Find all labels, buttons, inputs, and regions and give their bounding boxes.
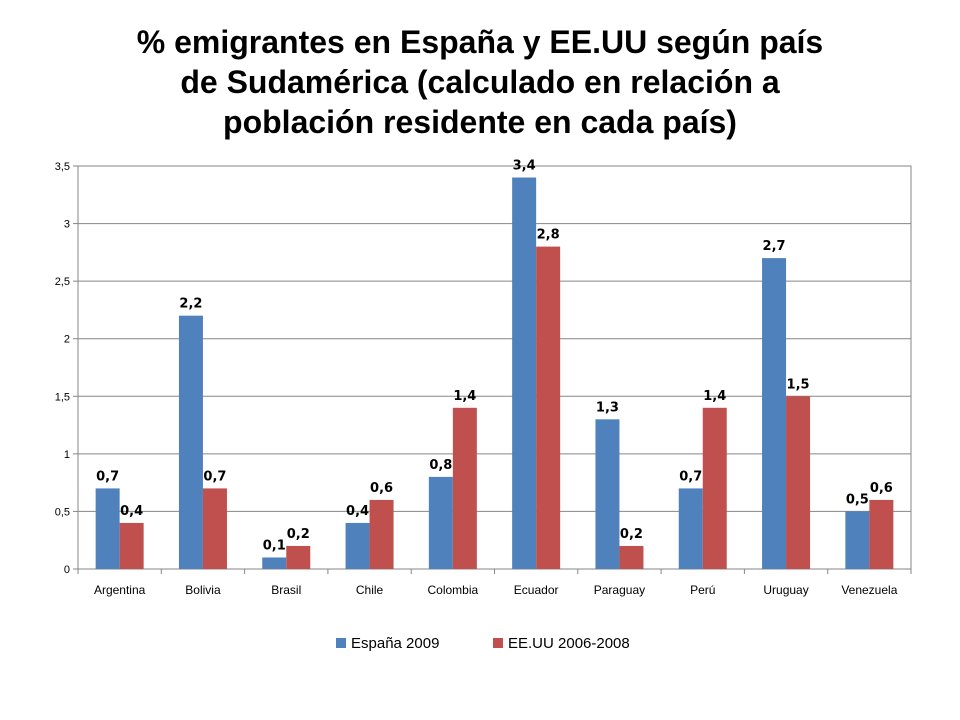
- y-tick-label: 1: [64, 449, 70, 461]
- x-tick-label: Paraguay: [594, 583, 645, 597]
- bar-eeuu-2006-2008: [202, 488, 227, 569]
- chart-title: % emigrantes en España y EE.UU según paí…: [0, 22, 960, 142]
- bar-espana-2009: [595, 419, 620, 569]
- data-label: 1,4: [453, 389, 476, 404]
- data-label: 0,1: [263, 538, 286, 553]
- y-tick-label: 3: [64, 219, 70, 231]
- bar-eeuu-2006-2008: [869, 499, 894, 569]
- x-tick-label: Bolivia: [185, 583, 221, 597]
- x-tick-label: Perú: [690, 583, 715, 597]
- y-tick-label: 1,5: [55, 391, 70, 403]
- data-label: 0,7: [203, 469, 226, 484]
- data-label: 1,3: [596, 400, 619, 415]
- legend-label: España 2009: [351, 635, 439, 652]
- y-tick-label: 0,5: [55, 506, 70, 518]
- bar-eeuu-2006-2008: [286, 545, 311, 569]
- data-label: 0,6: [370, 481, 393, 496]
- y-tick-label: 2: [64, 334, 70, 346]
- bar-espana-2009: [95, 488, 120, 569]
- x-tick-label: Chile: [356, 583, 384, 597]
- data-label: 2,8: [537, 228, 560, 243]
- bar-eeuu-2006-2008: [619, 545, 644, 569]
- bar-eeuu-2006-2008: [702, 407, 727, 569]
- bar-eeuu-2006-2008: [536, 246, 561, 569]
- bar-eeuu-2006-2008: [786, 396, 811, 569]
- chart-title-line-1: % emigrantes en España y EE.UU según paí…: [136, 24, 824, 60]
- data-label: 0,7: [679, 469, 702, 484]
- bar-espana-2009: [428, 476, 453, 569]
- bar-espana-2009: [345, 522, 370, 569]
- bar-espana-2009: [845, 511, 870, 569]
- bar-espana-2009: [678, 488, 703, 569]
- x-tick-label: Ecuador: [514, 583, 559, 597]
- x-tick-label: Colombia: [427, 583, 478, 597]
- bar-espana-2009: [512, 177, 537, 569]
- data-label: 0,4: [120, 504, 143, 519]
- bar-espana-2009: [762, 258, 787, 569]
- x-tick-label: Venezuela: [841, 583, 897, 597]
- legend-swatch: [493, 638, 503, 648]
- data-label: 0,5: [846, 492, 869, 507]
- chart-title-line-2: de Sudamérica (calculado en relación a: [180, 64, 780, 100]
- data-label: 1,4: [703, 389, 726, 404]
- legend-label: EE.UU 2006-2008: [508, 635, 630, 652]
- data-label: 0,2: [620, 527, 643, 542]
- y-tick-label: 0: [64, 564, 70, 576]
- bar-eeuu-2006-2008: [369, 499, 394, 569]
- data-label: 0,4: [346, 504, 369, 519]
- y-tick-label: 3,5: [55, 161, 70, 173]
- data-label: 1,5: [787, 377, 810, 392]
- x-tick-label: Argentina: [94, 583, 146, 597]
- bar-espana-2009: [262, 557, 287, 569]
- bar-eeuu-2006-2008: [119, 522, 144, 569]
- data-label: 0,6: [870, 481, 893, 496]
- data-label: 3,4: [513, 159, 536, 174]
- y-tick-label: 2,5: [55, 276, 70, 288]
- chart-title-line-3: población residente en cada país): [223, 104, 737, 140]
- data-label: 0,7: [96, 469, 119, 484]
- data-label: 2,7: [763, 239, 786, 254]
- bar-eeuu-2006-2008: [452, 407, 477, 569]
- x-tick-label: Uruguay: [763, 583, 808, 597]
- x-tick-label: Brasil: [271, 583, 301, 597]
- data-label: 2,2: [179, 297, 202, 312]
- data-label: 0,8: [429, 458, 452, 473]
- legend-swatch: [336, 638, 346, 648]
- data-label: 0,2: [287, 527, 310, 542]
- bar-espana-2009: [178, 315, 203, 569]
